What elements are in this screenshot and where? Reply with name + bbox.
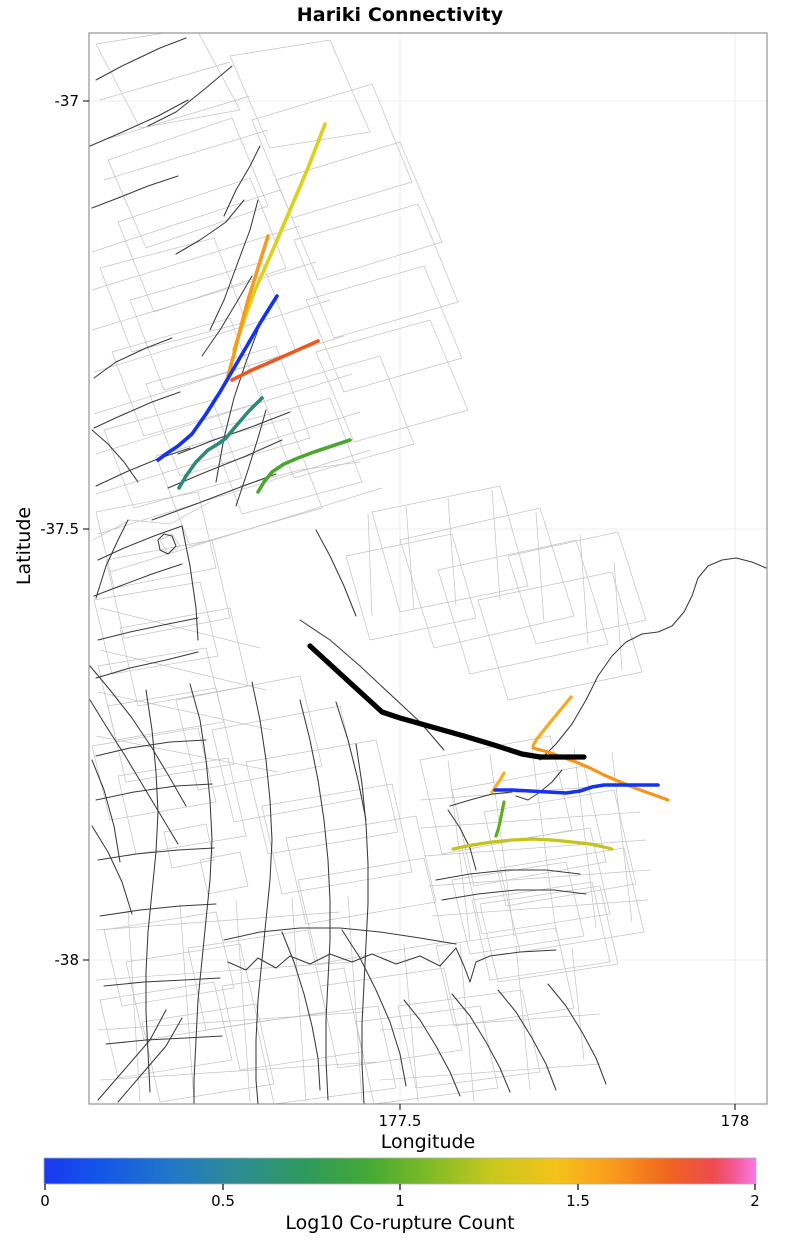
- tick-marks: [83, 100, 736, 1110]
- ytick-label-1: -37.5: [40, 520, 79, 538]
- cbtick-label-2: 1: [395, 1192, 405, 1210]
- cbtick-label-3: 1.5: [566, 1192, 590, 1210]
- fault-green-e: [494, 800, 506, 838]
- cbtick-label-1: 0.5: [211, 1192, 235, 1210]
- colorbar-label: Log10 Co-rupture Count: [285, 1212, 515, 1234]
- colored-faults-layer: [156, 122, 670, 851]
- fault-orange-e1: [531, 695, 573, 748]
- xtick-label-1: 178: [720, 1112, 750, 1130]
- fault-orange-nw: [226, 234, 270, 378]
- colorbar-ticks: [44, 1184, 756, 1190]
- ytick-label-0: -37: [54, 92, 80, 110]
- page-title: Hariki Connectivity: [296, 4, 504, 26]
- ytick-label-2: -38: [54, 951, 80, 969]
- fault-redorange-nw: [230, 339, 320, 382]
- fault-traces-layer: [89, 37, 767, 1104]
- cbtick-label-4: 2: [750, 1192, 760, 1210]
- y-axis-label: Latitude: [13, 506, 35, 586]
- plot-background: [89, 33, 767, 1104]
- plot-frame: [88, 32, 768, 1105]
- fault-green-nw: [256, 438, 352, 494]
- x-axis-label: Longitude: [380, 1131, 476, 1153]
- fault-yellowgreen-e: [451, 837, 614, 851]
- colorbar: [43, 1157, 757, 1185]
- cbtick-label-0: 0: [40, 1192, 50, 1210]
- rupture-polygons-layer: [91, 33, 651, 1104]
- gridlines: [89, 33, 767, 1104]
- fault-blue-nw: [156, 294, 279, 462]
- fault-teal-nw: [177, 396, 264, 490]
- xtick-label-0: 177.5: [378, 1112, 422, 1130]
- fault-blue-e: [493, 783, 660, 795]
- hariki-fault-highlight: [307, 643, 587, 760]
